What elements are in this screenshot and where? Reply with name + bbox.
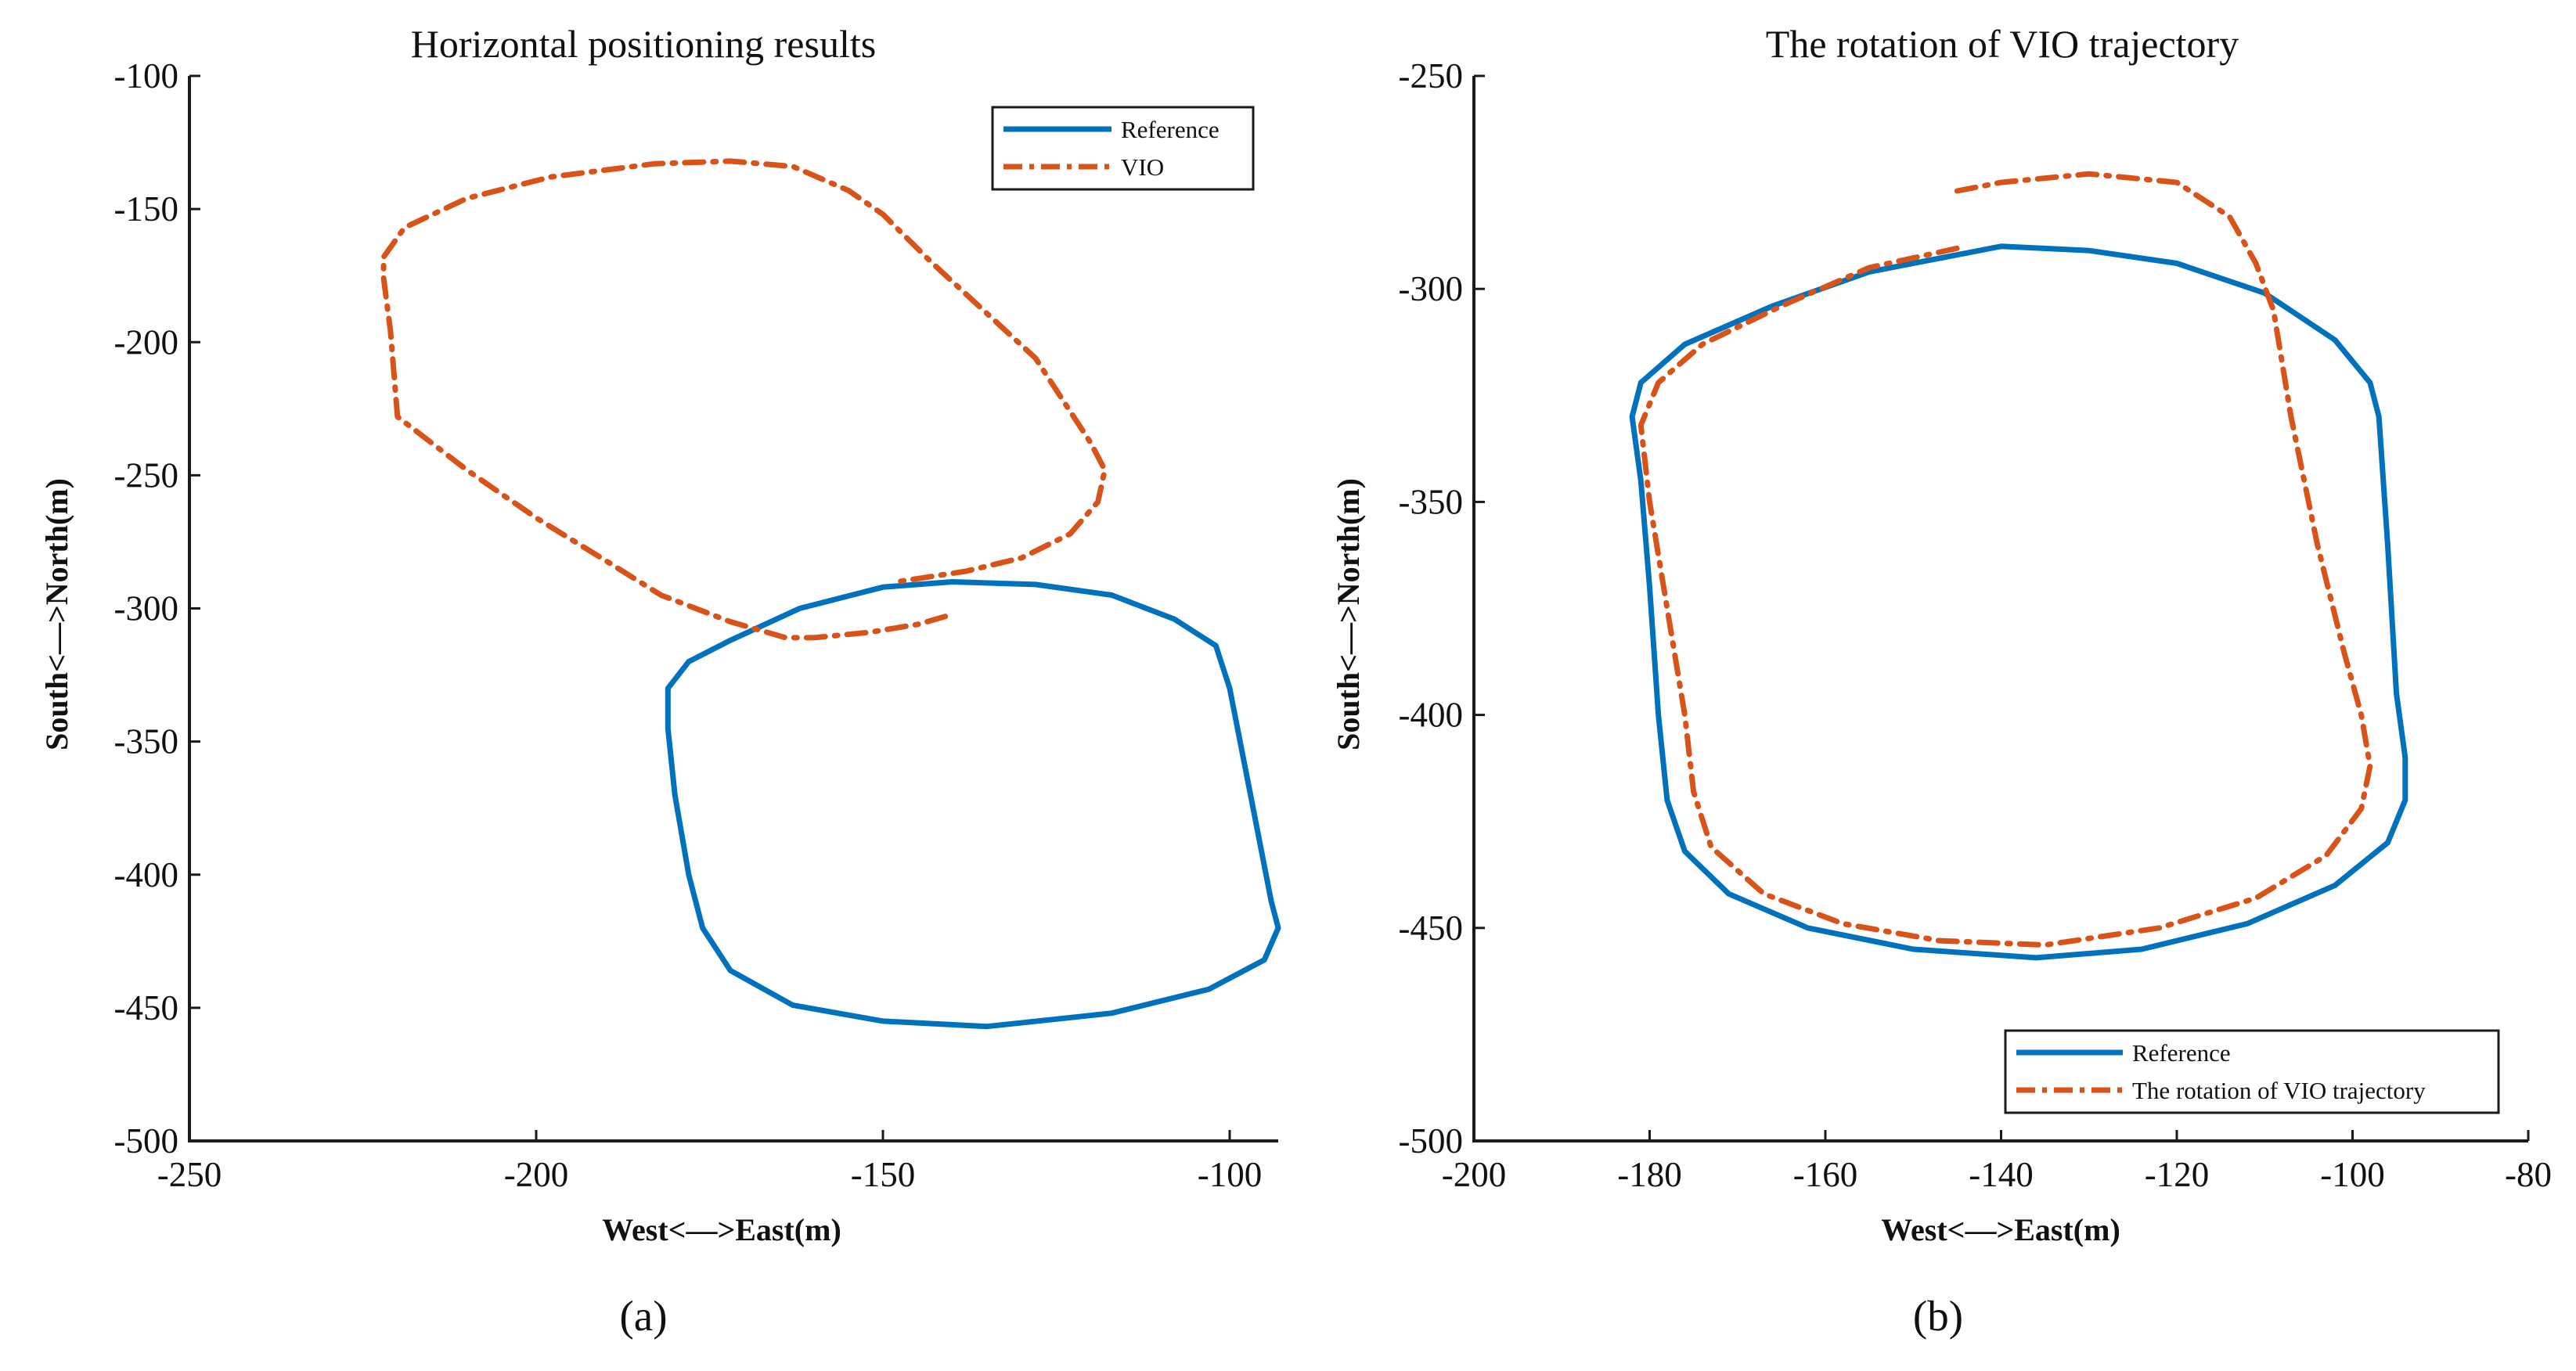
x-tick-labels-b: -200 -180 -160 -140 -120 -100 -80 [1442,1155,2552,1194]
x-tick-labels-a: -250 -200 -150 -100 [157,1155,1262,1194]
x-tick-label: -200 [1442,1155,1507,1194]
legend-label-vio-rotation: The rotation of VIO trajectory [2132,1077,2426,1104]
y-tick-label: -400 [1399,696,1464,735]
y-tick-label: -450 [1399,909,1464,948]
y-tick-label: -300 [1399,269,1464,308]
legend-a: Reference VIO [991,106,1255,191]
legend-label-reference: Reference [1121,116,1220,143]
y-tick-label: -250 [114,455,179,495]
series-line-vio [380,158,1108,641]
y-tick-label: -500 [114,1121,179,1160]
y-axis-label-a: South<—>North(m) [39,478,74,750]
chart-panel-a: Horizontal positioning results -100 -150… [39,22,1281,1247]
y-tick-label: -150 [114,189,179,228]
y-tick-label: -500 [1399,1121,1464,1160]
caption-b: (b) [1913,1292,1963,1340]
x-tick-label: -80 [2505,1155,2552,1194]
x-tick-label: -100 [2320,1155,2385,1194]
y-axis-label-b: South<—>North(m) [1331,478,1366,750]
series-line-reference [665,579,1281,1030]
legend-label-vio: VIO [1121,153,1164,181]
legend-b: Reference The rotation of VIO trajectory [2004,1029,2500,1114]
legend-box [991,106,1255,191]
y-tick-labels-b: -250 -300 -350 -400 -450 -500 [1399,56,1464,1160]
caption-a: (a) [619,1292,667,1340]
x-tick-label: -150 [851,1155,916,1194]
legend-box [2004,1029,2500,1114]
y-tick-label: -300 [114,589,179,628]
y-tick-label: -350 [114,722,179,761]
y-tick-label: -200 [114,322,179,362]
chart-panel-b: The rotation of VIO trajectory -250 -300… [1331,22,2552,1247]
y-tick-label: -350 [1399,482,1464,521]
x-tick-label: -120 [2145,1155,2210,1194]
y-tick-label: -100 [114,56,179,95]
x-tick-label: -180 [1617,1155,1682,1194]
x-axis-label-a: West<—>East(m) [602,1212,841,1247]
x-tick-label: -250 [157,1155,222,1194]
series-line-reference [1629,243,2408,961]
legend-label-reference: Reference [2132,1039,2231,1067]
axes-frame [1472,76,2528,1142]
series-line-the-rotation-of-vio-trajectory [1637,171,2373,948]
y-tick-labels-a: -100 -150 -200 -250 -300 -350 -400 -450 … [114,56,179,1160]
y-tick-label: -450 [114,988,179,1027]
x-tick-label: -160 [1793,1155,1858,1194]
x-axis-label-b: West<—>East(m) [1881,1212,2120,1247]
axes-frame [188,76,1278,1142]
x-tick-label: -100 [1198,1155,1263,1194]
y-tick-label: -400 [114,855,179,894]
chart-title-a: Horizontal positioning results [411,22,876,66]
x-tick-label: -200 [504,1155,569,1194]
x-tick-label: -140 [1969,1155,2034,1194]
chart-title-b: The rotation of VIO trajectory [1766,22,2239,66]
y-tick-label: -250 [1399,56,1464,95]
